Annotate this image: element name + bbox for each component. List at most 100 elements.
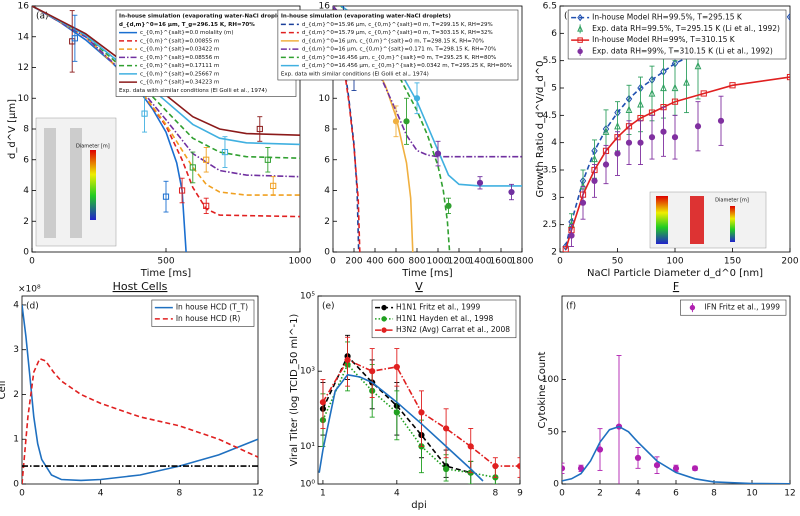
panel: 0 200 400 600 800 100012001400160018000246810… [277,2,534,279]
marker [71,35,78,42]
legend-label: c_{0,m}^{salt}=0.25667 m [140,71,219,77]
x-tick-label: 4 [394,489,400,499]
x-tick-label: 1000 [289,257,312,267]
x-tick-label: 100 [666,257,683,267]
panel-label: (a) [36,12,49,22]
series-line [565,16,790,247]
y-tick-label: 10 [18,94,30,104]
marker [508,188,515,196]
x-tick-label: 6 [673,489,679,499]
x-tick-label: 50 [612,257,624,267]
marker [625,105,633,113]
marker [178,187,186,194]
legend-label: c_{0,m}^{salt}=0.03422 m [140,47,219,53]
marker [786,12,790,22]
marker [648,134,656,141]
marker [653,462,661,469]
marker [319,399,327,406]
inset-droplet [70,128,82,238]
legend-label: d_{d,m}^0=16 μm, c_{0,m}^{salt}=0.171 m,… [302,47,496,53]
x-tick-label: 600 [387,257,404,267]
marker [671,98,679,105]
panel-label: (e) [322,302,335,312]
legend-label: IFN Fritz et al., 1999 [704,303,780,312]
marker [141,110,148,117]
legend-title: In-house simulation (evaporating water-N… [119,14,289,20]
marker [729,82,736,89]
error-bar [163,180,169,213]
x-tick-label: 4 [635,489,641,499]
chart-title: Host Cells [113,280,168,293]
marker [445,202,452,209]
marker [660,83,667,92]
y-tick-label: 6 [551,29,557,39]
x-tick-label: 2 [597,489,603,499]
series-line [565,76,790,250]
marker [369,368,376,375]
marker [392,118,400,125]
marker [672,465,680,472]
y-tick-label: 12 [18,63,29,73]
x-axis-label: Time [ms] [140,268,192,279]
x-tick-label: 800 [408,257,425,267]
x-tick-label: 0 [330,257,336,267]
marker [568,232,575,239]
y-tick-label: 2 [551,248,557,258]
marker [492,462,499,470]
legend-label: H1N1 Fritz et al., 1999 [396,303,480,312]
y-tick-label: 0 [23,248,29,258]
marker [634,454,642,461]
legend-label: d_{d,m}^0=16.456 μm, c_{0,m}^{salt}=0 m,… [302,55,496,61]
x-tick-label: 0 [19,489,25,499]
chart-title: F [673,280,679,293]
marker [577,48,583,55]
y-axis-label: d_d^V [μm] [7,99,18,159]
x-axis-label: Time [ms] [401,268,453,279]
legend-label: d_{d,m}^0=16.456 μm, c_{0,m}^{salt}=0.03… [302,63,512,69]
series-group [318,334,520,484]
y-tick-label: 50 [548,427,560,437]
y-tick-label: 2 [324,217,330,227]
legend-box [151,299,255,327]
legend: IFN Fritz et al., 1999 [680,299,787,316]
marker [700,90,707,97]
y-tick-label: 2 [13,390,19,400]
error-bar [468,428,474,474]
error-bar [203,197,209,215]
y-axis-label: Viral Titer (log TCID_50 ml^-1) [289,314,300,467]
y-tick-label: 2 [23,217,29,227]
marker [203,202,210,209]
y-tick-label: 10 [319,94,331,104]
marker [694,123,702,130]
error-bar [562,462,565,475]
series-line [32,6,300,218]
chart-title: V [415,280,423,293]
marker [671,83,679,92]
panel: 1 4 8 9 10⁰ 10¹ 10³ 10⁵ V (e) dpi Viral Titer (log … [289,280,523,511]
legend: In house HCD (T_T) In house HCD (R) [151,299,255,327]
legend-box [115,9,297,97]
y-tick-label: 4.5 [543,111,557,121]
legend: In-house Model RH=99.5%, T=295.15 K Exp. … [567,9,787,60]
y-tick-label: 3 [13,345,19,355]
marker [577,25,584,32]
marker [683,78,690,86]
marker [418,409,425,416]
marker [648,89,656,97]
y-tick-label: 14 [18,32,30,42]
legend-label: H3N2 (Avg) Carrat et al., 2008 [396,325,510,334]
marker [614,150,621,157]
y-tick-label: 5.5 [543,56,557,66]
legend-label: d_{d,m}^0=15.79 μm, c_{0,m}^{salt}=0 m, … [302,30,493,36]
series-group [562,355,790,484]
legend-note: Exp. data with similar conditions (El Go… [281,71,429,77]
legend-box [680,299,787,316]
legend-label: c_{0,m}^{salt}=0.17111 m [140,63,219,69]
error-bar [265,146,271,173]
series-group [562,12,790,252]
y-tick-label: 10¹ [300,442,315,452]
inset-label: Diameter [m] [76,144,110,150]
x-tick-label: 8 [492,489,498,499]
legend-label: Exp. data RH=99.5%, T=295.15 K (Li et al… [592,24,780,33]
y-tick-label: 8 [23,125,29,135]
